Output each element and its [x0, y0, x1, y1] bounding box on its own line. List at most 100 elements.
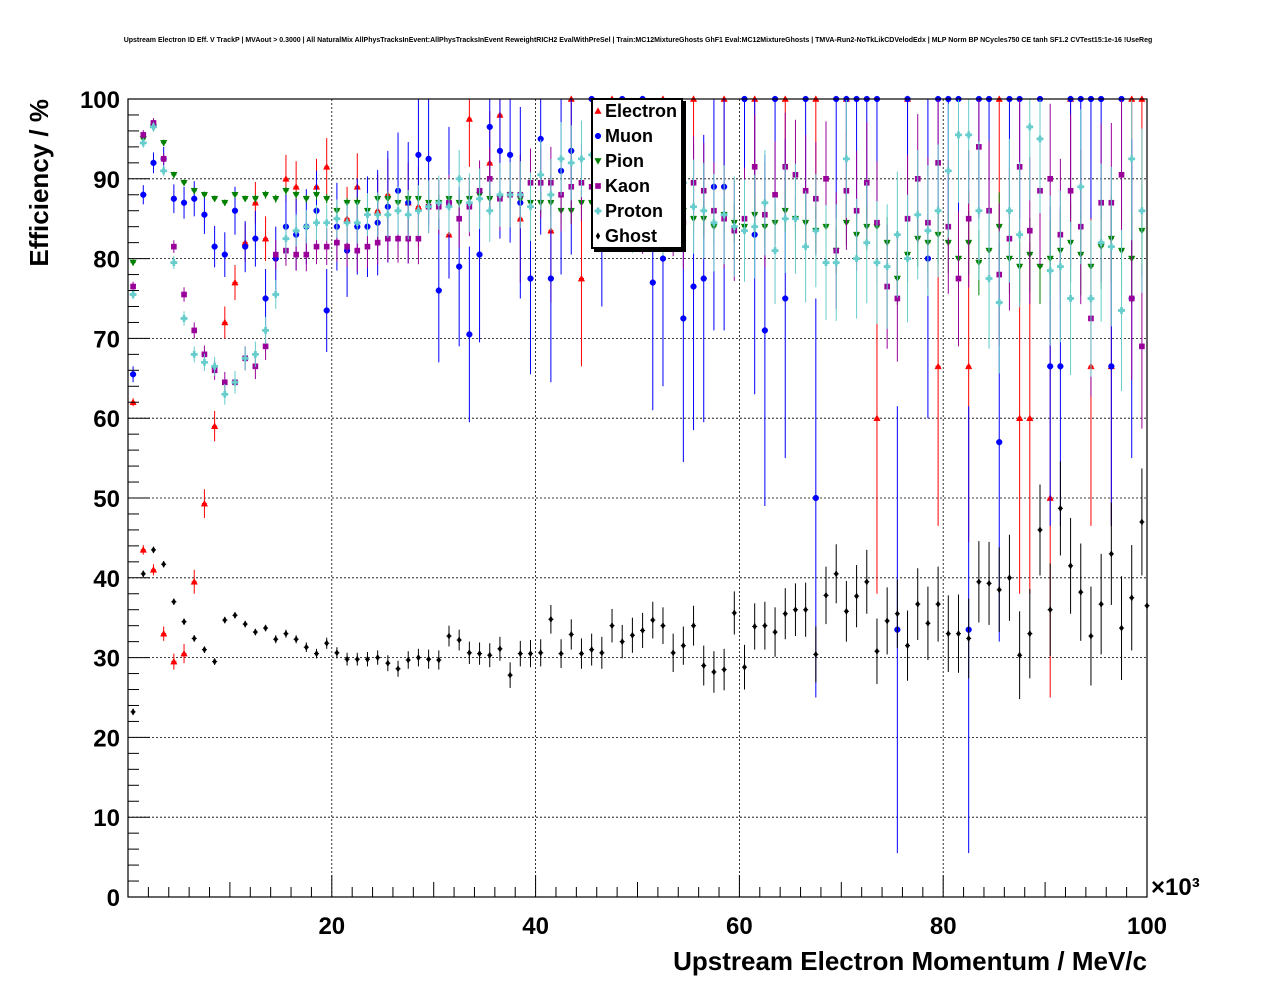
marker — [1139, 518, 1145, 526]
marker — [1017, 651, 1022, 659]
x-tick-label: 80 — [930, 913, 957, 940]
marker — [1119, 624, 1124, 632]
marker — [242, 243, 249, 250]
marker — [456, 263, 463, 270]
data-point-proton — [873, 201, 881, 325]
data-point-proton — [282, 223, 290, 254]
marker — [518, 649, 523, 658]
data-point-ghost — [721, 648, 727, 691]
marker — [191, 195, 198, 202]
marker — [884, 617, 890, 625]
marker — [323, 219, 331, 227]
marker — [404, 211, 412, 219]
data-point-proton — [985, 208, 993, 349]
marker — [832, 259, 840, 267]
data-point-ghost — [1098, 553, 1104, 655]
marker — [263, 624, 268, 632]
axis-ticks: 20 40 60 80 100 0 10 20 30 40 50 60 70 80 90 100 — [80, 87, 1167, 940]
marker — [1027, 629, 1033, 638]
marker — [741, 227, 748, 235]
data-point-proton — [791, 163, 799, 274]
data-point-ghost — [313, 648, 320, 659]
data-point-ghost — [966, 598, 972, 679]
marker — [282, 235, 290, 243]
marker — [975, 207, 983, 215]
marker — [762, 621, 768, 630]
legend-box — [591, 98, 683, 249]
data-point-ghost — [1047, 563, 1053, 657]
marker — [160, 140, 168, 147]
marker — [375, 653, 380, 662]
marker — [180, 179, 188, 187]
marker — [1118, 172, 1125, 178]
data-point-proton — [832, 204, 840, 321]
marker — [823, 591, 829, 600]
marker — [1047, 363, 1054, 370]
data-point-ghost — [1139, 468, 1145, 576]
marker — [965, 362, 973, 370]
data-point-electron — [160, 626, 168, 641]
marker — [456, 215, 462, 222]
marker — [354, 247, 361, 254]
marker — [946, 629, 951, 638]
data-point-proton — [955, 99, 962, 203]
y-tick-label: 10 — [93, 805, 120, 832]
marker — [211, 243, 218, 250]
marker — [1129, 594, 1134, 602]
marker — [262, 343, 269, 350]
data-point-muon — [435, 218, 442, 363]
marker — [995, 299, 1003, 306]
data-point-ghost — [263, 624, 269, 632]
marker — [670, 649, 676, 657]
data-point-proton — [863, 181, 871, 304]
data-point-ghost — [874, 618, 880, 684]
marker — [221, 318, 229, 326]
marker — [1037, 526, 1043, 534]
marker — [231, 378, 239, 386]
data-point-proton — [262, 316, 270, 344]
data-point-proton — [292, 214, 300, 247]
data-point-pion — [160, 139, 168, 147]
marker — [293, 251, 299, 258]
data-point-ghost — [415, 648, 421, 667]
data-point-ghost — [854, 565, 860, 628]
marker — [181, 291, 187, 298]
marker — [222, 616, 228, 624]
data-point-muon — [252, 210, 259, 267]
data-point-ghost — [690, 605, 697, 646]
marker — [303, 251, 310, 258]
marker — [436, 656, 442, 664]
marker — [690, 203, 697, 211]
marker — [569, 630, 574, 639]
data-point-proton — [506, 162, 514, 228]
data-point-pion — [200, 191, 209, 199]
data-point-proton — [139, 138, 147, 148]
marker — [292, 183, 300, 190]
data-point-proton — [374, 192, 382, 238]
marker — [516, 191, 524, 199]
marker — [374, 211, 382, 219]
marker — [231, 207, 239, 214]
marker — [730, 223, 738, 231]
data-point-proton — [883, 204, 891, 329]
marker — [506, 191, 514, 199]
marker — [1036, 135, 1044, 143]
data-point-ghost — [436, 650, 442, 670]
legend-shadow — [594, 248, 684, 252]
data-point-ghost — [446, 625, 452, 647]
marker — [751, 164, 758, 170]
legend-marker — [594, 107, 602, 114]
legend-label: Ghost — [605, 226, 657, 246]
marker — [323, 243, 330, 250]
marker — [874, 647, 880, 655]
data-point-proton — [1097, 163, 1105, 322]
data-point-proton — [445, 178, 453, 235]
marker — [965, 215, 972, 222]
marker — [761, 199, 769, 207]
data-point-kaon — [181, 287, 187, 302]
data-point-ghost — [283, 629, 289, 638]
marker — [1139, 343, 1145, 350]
marker — [160, 629, 168, 637]
data-point-proton — [730, 176, 738, 277]
marker — [415, 235, 422, 242]
